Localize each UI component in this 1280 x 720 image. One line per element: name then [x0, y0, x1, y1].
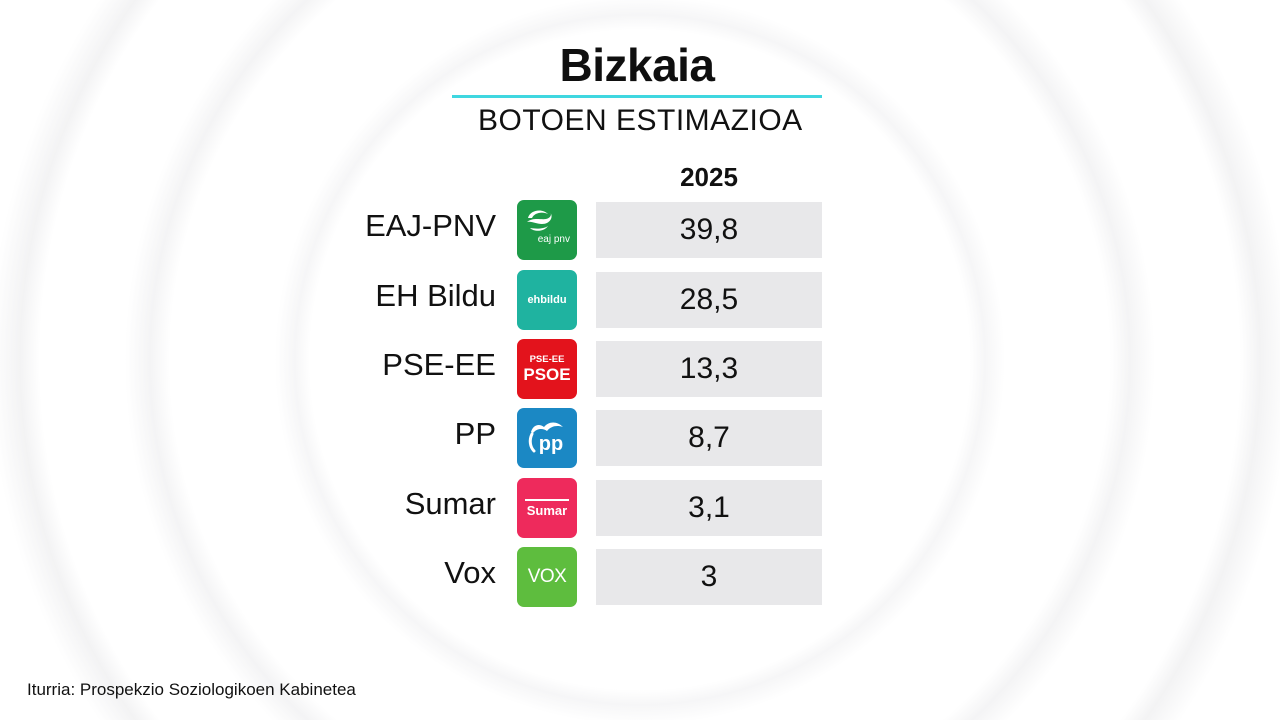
- page-title: Bizkaia: [559, 39, 715, 91]
- logo-text-top: PSE-EE: [529, 354, 565, 366]
- logo-text: PSOE: [523, 364, 571, 384]
- logo-text: Sumar: [526, 502, 568, 518]
- value-cell: 39,8: [596, 202, 822, 258]
- pp-gull-icon: pp: [528, 422, 563, 455]
- value-cell: 3: [596, 549, 822, 605]
- pp-logo-icon: pp: [517, 408, 577, 468]
- source-note: Iturria: Prospekzio Soziologikoen Kabine…: [27, 680, 356, 699]
- eaj-pnv-logo-icon: eaj pnv: [517, 200, 577, 260]
- logo-text: VOX: [527, 566, 567, 587]
- logo-text: eaj pnv: [537, 234, 570, 245]
- table-row: PSE-EE PSE-EE PSOE 13,3: [0, 339, 1280, 399]
- value-cell: 8,7: [596, 410, 822, 466]
- table-row: PP pp 8,7: [0, 408, 1280, 468]
- column-header-year: 2025: [680, 162, 738, 192]
- party-name: Vox: [444, 555, 496, 590]
- party-name: EAJ-PNV: [365, 208, 496, 243]
- value-cell: 3,1: [596, 480, 822, 536]
- table-row: Vox VOX 3: [0, 547, 1280, 607]
- party-name: Sumar: [404, 486, 496, 521]
- logo-text: ehbildu: [527, 294, 567, 306]
- svg-text:pp: pp: [539, 433, 563, 455]
- logo-overline: [525, 498, 569, 501]
- page-subtitle: BOTOEN ESTIMAZIOA: [478, 104, 803, 137]
- table-row: Sumar Sumar 3,1: [0, 478, 1280, 538]
- title-underline: [452, 95, 822, 98]
- sumar-logo-icon: Sumar: [517, 478, 577, 538]
- swirl-icon: [527, 210, 552, 231]
- party-name: PP: [454, 416, 496, 451]
- table-row: EH Bildu ehbildu 28,5: [0, 270, 1280, 330]
- party-name: EH Bildu: [375, 278, 496, 313]
- eh-bildu-logo-icon: ehbildu: [517, 270, 577, 330]
- party-name: PSE-EE: [382, 347, 496, 382]
- table-row: EAJ-PNV eaj pnv 39,8: [0, 200, 1280, 260]
- value-cell: 28,5: [596, 272, 822, 328]
- pse-ee-logo-icon: PSE-EE PSOE: [517, 339, 577, 399]
- value-cell: 13,3: [596, 341, 822, 397]
- vox-logo-icon: VOX: [517, 547, 577, 607]
